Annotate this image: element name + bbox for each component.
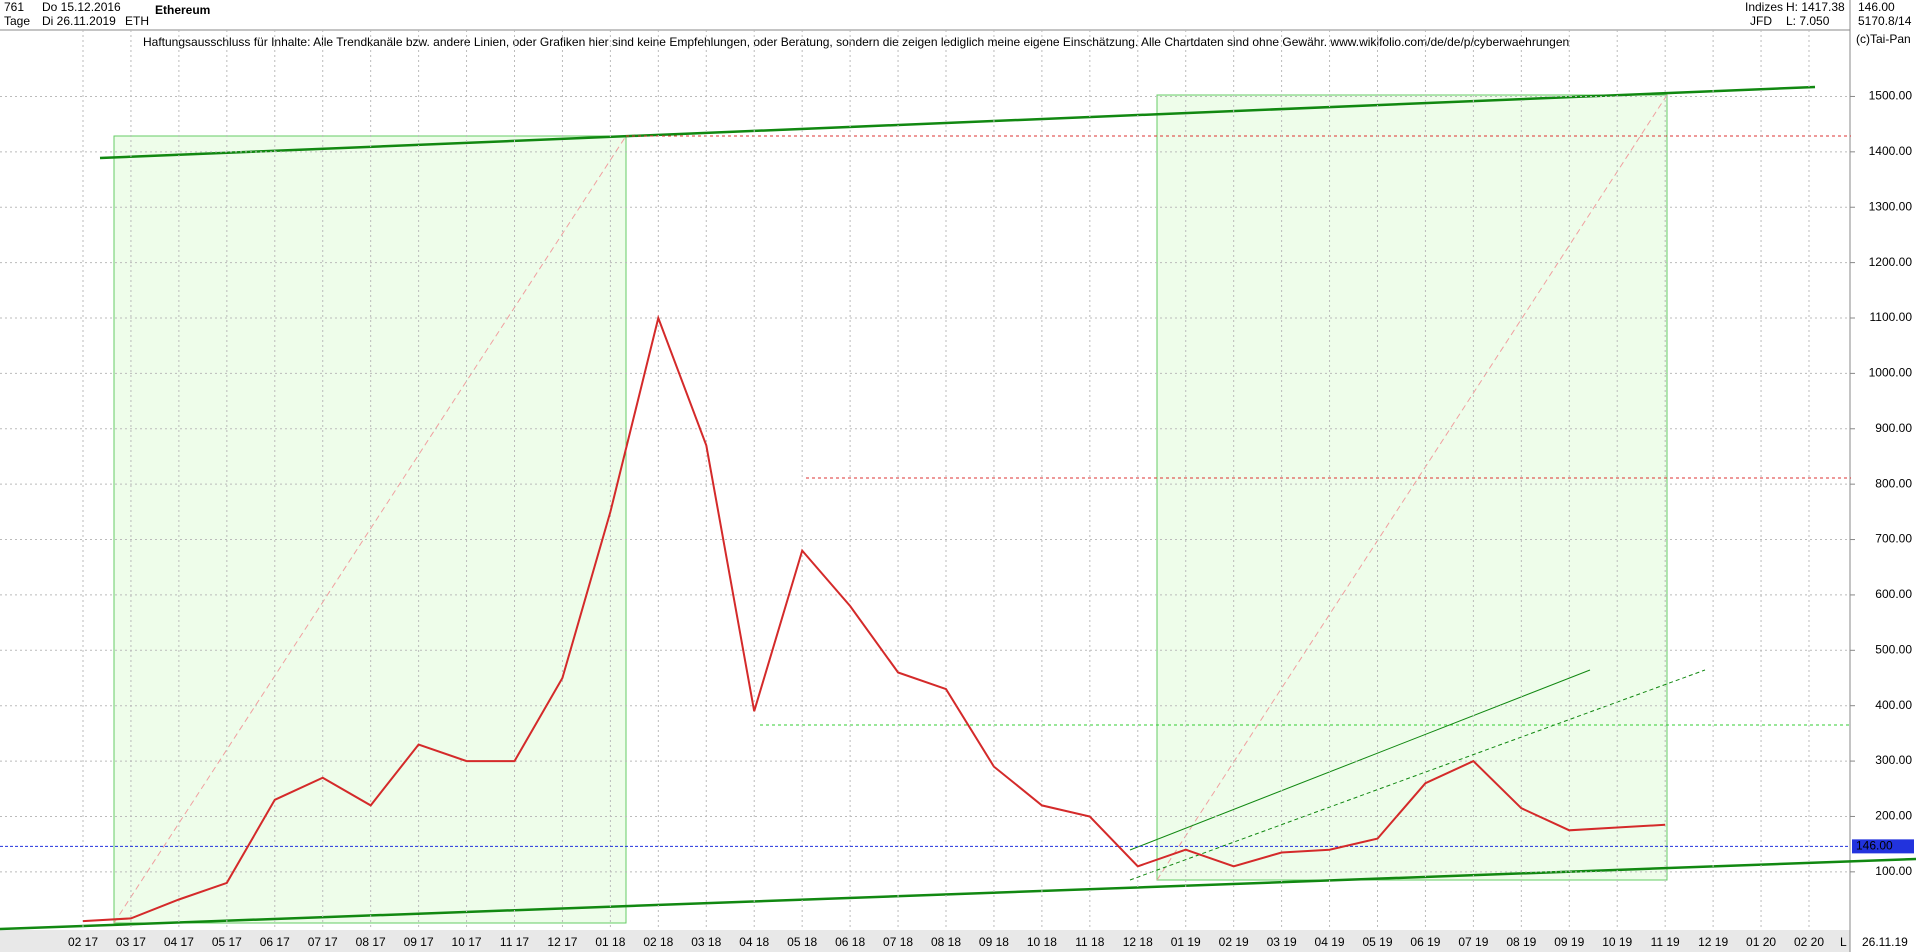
source: JFD bbox=[1750, 14, 1772, 28]
y-tick-label: 300.00 bbox=[1875, 753, 1912, 767]
x-tick-label: 07 17 bbox=[308, 935, 338, 949]
y-tick-label: 1100.00 bbox=[1870, 310, 1913, 324]
low: L: 7.050 bbox=[1786, 14, 1830, 28]
x-tick-label: 03 18 bbox=[691, 935, 721, 949]
y-tick-label: 500.00 bbox=[1875, 642, 1912, 656]
x-tick-label: 05 17 bbox=[212, 935, 242, 949]
diagonal bbox=[113, 135, 627, 924]
current-price-label: 146.00 bbox=[1856, 839, 1893, 853]
scale-mode: L bbox=[1840, 935, 1847, 949]
count: 761 bbox=[4, 0, 24, 14]
y-tick-label: 1300.00 bbox=[1869, 199, 1913, 213]
symbol: ETH bbox=[125, 14, 149, 28]
copyright: (c)Tai-Pan bbox=[1856, 32, 1911, 46]
y-tick-label: 800.00 bbox=[1875, 476, 1912, 490]
x-tick-label: 02 20 bbox=[1794, 935, 1824, 949]
y-tick-label: 100.00 bbox=[1875, 864, 1912, 878]
y-tick-label: 1500.00 bbox=[1869, 89, 1913, 103]
price-line bbox=[82, 314, 1666, 923]
x-tick-label: 10 17 bbox=[452, 935, 482, 949]
x-tick-label: 02 18 bbox=[643, 935, 673, 949]
x-tick-label: 10 18 bbox=[1027, 935, 1057, 949]
x-tick-label: 02 17 bbox=[68, 935, 98, 949]
diagonal bbox=[1156, 94, 1668, 881]
x-tick-label: 08 17 bbox=[356, 935, 386, 949]
high: H: 1417.38 bbox=[1786, 0, 1845, 14]
x-tick-label: 12 18 bbox=[1123, 935, 1153, 949]
y-tick-label: 1200.00 bbox=[1869, 255, 1913, 269]
x-tick-label: 07 19 bbox=[1458, 935, 1488, 949]
x-tick-label: 11 18 bbox=[1075, 935, 1104, 949]
x-tick-label: 09 19 bbox=[1554, 935, 1584, 949]
end-date: Di 26.11.2019 bbox=[42, 14, 116, 28]
period: Tage bbox=[4, 14, 30, 28]
start-date: Do 15.12.2016 bbox=[42, 0, 121, 14]
x-tick-label: 06 17 bbox=[260, 935, 290, 949]
y-tick-label: 1000.00 bbox=[1869, 366, 1913, 380]
x-tick-label: 03 17 bbox=[116, 935, 146, 949]
trendline bbox=[99, 85, 1816, 160]
x-tick-label: 01 18 bbox=[595, 935, 625, 949]
instrument-name: Ethereum bbox=[155, 3, 210, 17]
y-tick-label: 1400.00 bbox=[1869, 144, 1913, 158]
x-tick-label: 12 17 bbox=[547, 935, 577, 949]
group: Indizes bbox=[1745, 0, 1783, 14]
x-tick-label: 12 19 bbox=[1698, 935, 1728, 949]
last: 146.00 bbox=[1858, 0, 1895, 14]
x-tick-label: 08 19 bbox=[1506, 935, 1536, 949]
y-tick-label: 200.00 bbox=[1875, 809, 1912, 823]
x-tick-label: 01 20 bbox=[1746, 935, 1776, 949]
date-right: 26.11.19 bbox=[1862, 935, 1908, 949]
x-tick-label: 04 17 bbox=[164, 935, 194, 949]
x-tick-label: 07 18 bbox=[883, 935, 913, 949]
volume: 5170.8/14 bbox=[1858, 14, 1912, 28]
x-axis-strip bbox=[0, 930, 1850, 952]
y-tick-label: 400.00 bbox=[1875, 698, 1912, 712]
x-tick-label: 05 19 bbox=[1362, 935, 1392, 949]
y-tick-label: 900.00 bbox=[1875, 421, 1912, 435]
channel-line bbox=[1129, 669, 1591, 851]
x-tick-label: 09 18 bbox=[979, 935, 1009, 949]
x-tick-label: 08 18 bbox=[931, 935, 961, 949]
x-tick-label: 02 19 bbox=[1219, 935, 1249, 949]
x-tick-label: 06 18 bbox=[835, 935, 865, 949]
x-tick-label: 10 19 bbox=[1602, 935, 1632, 949]
trendline bbox=[0, 857, 1916, 931]
x-tick-label: 11 19 bbox=[1651, 935, 1680, 949]
x-tick-label: 06 19 bbox=[1410, 935, 1440, 949]
x-tick-label: 03 19 bbox=[1267, 935, 1297, 949]
disclaimer: Haftungsausschluss für Inhalte: Alle Tre… bbox=[143, 35, 1569, 49]
x-tick-label: 11 17 bbox=[500, 935, 529, 949]
y-tick-label: 700.00 bbox=[1875, 532, 1912, 546]
current-price-tag bbox=[1852, 839, 1914, 854]
y-tick-label: 600.00 bbox=[1875, 587, 1912, 601]
x-tick-label: 04 18 bbox=[739, 935, 769, 949]
x-tick-label: 09 17 bbox=[404, 935, 434, 949]
x-tick-label: 04 19 bbox=[1315, 935, 1345, 949]
x-tick-label: 05 18 bbox=[787, 935, 817, 949]
x-tick-label: 01 19 bbox=[1171, 935, 1201, 949]
